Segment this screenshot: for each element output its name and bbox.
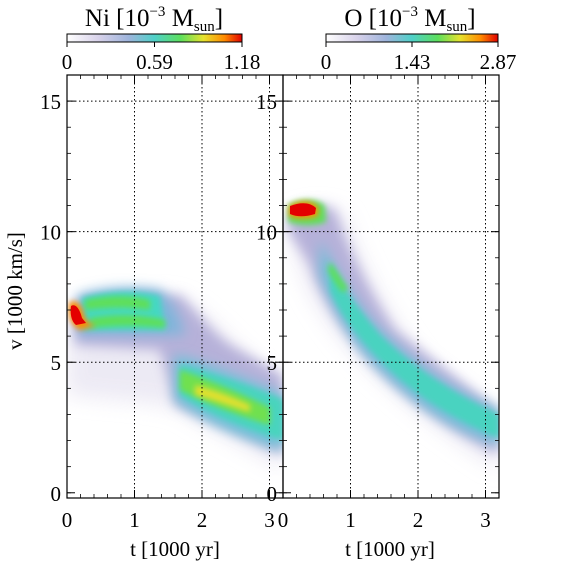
ni-title: Ni [10−3 Msun] bbox=[85, 4, 223, 35]
ni-y-tick-label-1: 5 bbox=[51, 351, 62, 375]
o-colorbar-tick-1: 1.43 bbox=[394, 50, 431, 74]
o-x-tick-label-1: 1 bbox=[345, 508, 356, 532]
ni-y-tick-label-3: 15 bbox=[40, 90, 61, 114]
o-x-tick-label-2: 2 bbox=[413, 508, 424, 532]
o-x-tick-label-0: 0 bbox=[278, 508, 289, 532]
o-x-tick-label-3: 3 bbox=[480, 508, 491, 532]
ni-y-tick-label-2: 10 bbox=[40, 221, 61, 245]
ni-colorbar-gradient bbox=[66, 33, 243, 43]
o-colorbar-tick-2: 2.87 bbox=[480, 50, 517, 74]
o-colorbar-tick-0: 0 bbox=[321, 50, 332, 74]
ni-x-tick-label-0: 0 bbox=[62, 508, 73, 532]
grid-layer bbox=[67, 75, 499, 498]
ni-x-tick-label-2: 2 bbox=[197, 508, 208, 532]
ni-heatmap bbox=[67, 287, 283, 470]
ni-colorbar-tick-0: 0 bbox=[62, 50, 73, 74]
ni-colorbar-tick-2: 1.18 bbox=[224, 50, 261, 74]
o-y-tick-label-2: 10 bbox=[256, 221, 277, 245]
o-colorbar-gradient bbox=[325, 33, 499, 43]
ni-x-tick-label-1: 1 bbox=[129, 508, 140, 532]
y-axis-label: v [1000 km/s] bbox=[3, 232, 27, 350]
o-y-tick-label-3: 15 bbox=[256, 90, 277, 114]
ni-colorbar: 0 0.59 1.18 bbox=[62, 33, 261, 74]
o-y-tick-label-1: 5 bbox=[267, 351, 278, 375]
ni-x-tick-label-3: 3 bbox=[264, 508, 275, 532]
o-y-tick-label-0: 0 bbox=[267, 482, 278, 506]
ni-y-tick-label-0: 0 bbox=[51, 482, 62, 506]
o-colorbar: 0 1.43 2.87 bbox=[321, 33, 517, 74]
o-heatmap bbox=[285, 199, 499, 470]
ni-colorbar-tick-1: 0.59 bbox=[136, 50, 173, 74]
o-x-axis-label: t [1000 yr] bbox=[345, 537, 435, 561]
o-title: O [10−3 Msun] bbox=[344, 4, 475, 35]
ni-x-axis-label: t [1000 yr] bbox=[130, 537, 220, 561]
